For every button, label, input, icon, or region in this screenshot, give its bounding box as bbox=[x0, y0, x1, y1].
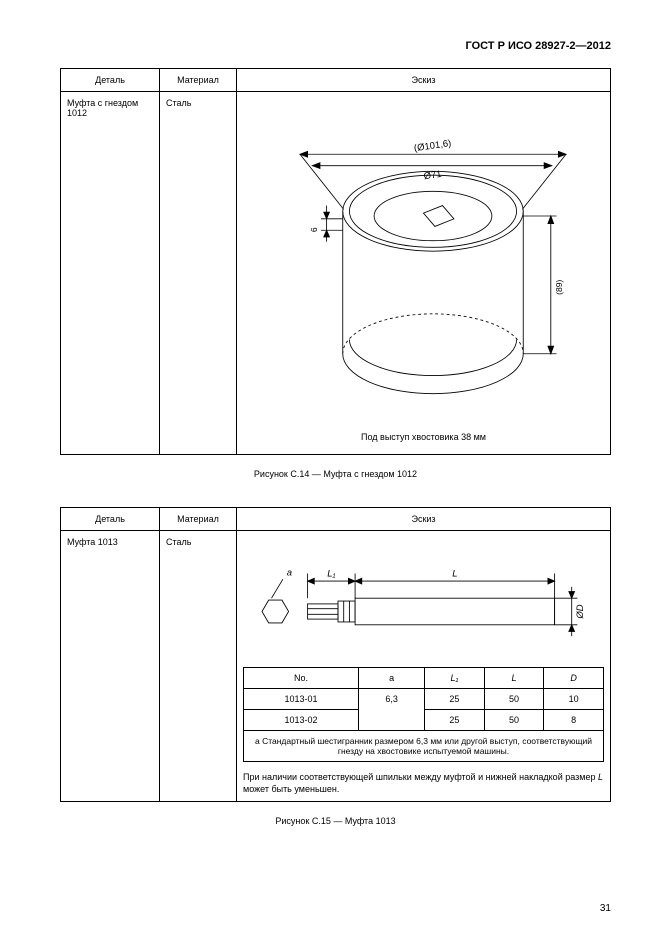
th-detail: Деталь bbox=[61, 69, 160, 92]
dim-height: (89) bbox=[554, 279, 564, 294]
cell-a: 6,3 bbox=[359, 689, 425, 731]
cell-L1: 25 bbox=[425, 710, 485, 731]
inner-table: No. a L₁ L D 1013-01 6,3 25 50 10 10 bbox=[243, 667, 604, 762]
label-L: L bbox=[452, 568, 457, 579]
inner-footnote: a Стандартный шестигранник размером 6,3 … bbox=[244, 731, 604, 762]
table-c14: Деталь Материал Эскиз Муфта с гнездом 10… bbox=[60, 68, 611, 455]
dim-inner-dia: Ø71 bbox=[423, 169, 442, 182]
cell-L1: 25 bbox=[425, 689, 485, 710]
th-sketch: Эскиз bbox=[237, 508, 611, 531]
inner-footnote-row: a Стандартный шестигранник размером 6,3 … bbox=[244, 731, 604, 762]
th-detail: Деталь bbox=[61, 508, 160, 531]
figure-caption-c15: Рисунок С.15 — Муфта 1013 bbox=[60, 816, 611, 826]
after-note: При наличии соответствующей шпильки межд… bbox=[243, 772, 604, 795]
table-row: Муфта с гнездом 1012 Сталь bbox=[61, 92, 611, 455]
table-header-row: Деталь Материал Эскиз bbox=[61, 69, 611, 92]
ih-a: a bbox=[359, 668, 425, 689]
cell-sketch: (Ø101,6) Ø71 6 (89) Под выступ хвостовик… bbox=[237, 92, 611, 455]
cell-L: 50 bbox=[484, 710, 544, 731]
cell-no: 1013-01 bbox=[244, 689, 359, 710]
th-material: Материал bbox=[160, 69, 237, 92]
th-material: Материал bbox=[160, 508, 237, 531]
label-a: a bbox=[287, 567, 292, 578]
after-note-L: L bbox=[598, 772, 603, 782]
cell-detail: Муфта с гнездом 1012 bbox=[61, 92, 160, 455]
cell-L: 50 bbox=[484, 689, 544, 710]
table-row: Муфта 1013 Сталь bbox=[61, 531, 611, 802]
cell-material: Сталь bbox=[160, 531, 237, 802]
figure-caption-c14: Рисунок С.14 — Муфта с гнездом 1012 bbox=[60, 469, 611, 479]
after-note-1: При наличии соответствующей шпильки межд… bbox=[243, 772, 598, 782]
page-number: 31 bbox=[600, 903, 611, 914]
inner-header-row: No. a L₁ L D bbox=[244, 668, 604, 689]
ih-L1: L₁ bbox=[425, 668, 485, 689]
cell-D: 10 bbox=[544, 689, 604, 710]
table-c15: Деталь Материал Эскиз Муфта 1013 Сталь bbox=[60, 507, 611, 802]
cell-no: 1013-02 bbox=[244, 710, 359, 731]
doc-header: ГОСТ Р ИСО 28927-2—2012 bbox=[60, 40, 611, 52]
drawing-1012: (Ø101,6) Ø71 6 (89) bbox=[243, 98, 604, 448]
sketch-1012: (Ø101,6) Ø71 6 (89) Под выступ хвостовик… bbox=[243, 98, 604, 448]
cell-material: Сталь bbox=[160, 92, 237, 455]
table-header-row: Деталь Материал Эскиз bbox=[61, 508, 611, 531]
dim-outer-dia: (Ø101,6) bbox=[413, 138, 452, 154]
dim-notch: 6 bbox=[309, 227, 319, 232]
sketch-caption: Под выступ хвостовика 38 мм bbox=[243, 432, 604, 442]
sketch-1013: a L₁ L ØD bbox=[243, 537, 604, 667]
th-sketch: Эскиз bbox=[237, 69, 611, 92]
drawing-1013: a L₁ L ØD bbox=[243, 537, 604, 667]
inner-row: 1013-01 6,3 25 50 10 bbox=[244, 689, 604, 710]
cell-D: 8 bbox=[544, 710, 604, 731]
cell-sketch: a L₁ L ØD No. a L₁ L D bbox=[237, 531, 611, 802]
label-L1: L₁ bbox=[327, 568, 335, 579]
ih-D: D bbox=[544, 668, 604, 689]
ih-no: No. bbox=[244, 668, 359, 689]
ih-L: L bbox=[484, 668, 544, 689]
label-D: ØD bbox=[575, 604, 586, 619]
after-note-2: может быть уменьшен. bbox=[243, 784, 339, 794]
cell-detail: Муфта 1013 bbox=[61, 531, 160, 802]
